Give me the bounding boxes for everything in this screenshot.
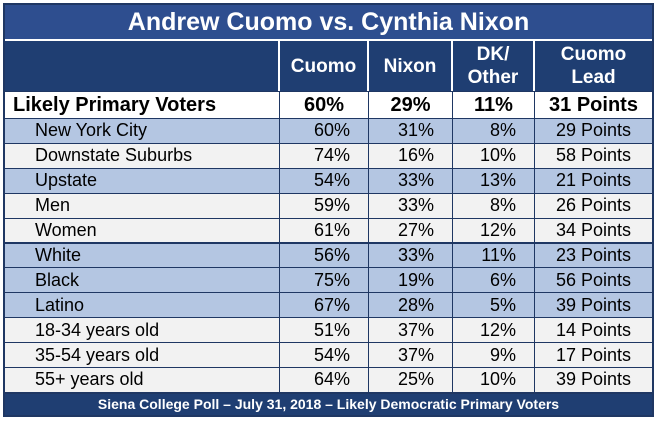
cell-value: 27% — [368, 218, 452, 243]
cell-value: 51% — [279, 318, 368, 343]
cell-value: 19% — [368, 268, 452, 293]
cell-value: 33% — [368, 168, 452, 193]
header-cuomo-lead: Cuomo Lead — [535, 41, 652, 91]
table-row: New York City 60% 31% 8% 29 Points — [5, 118, 652, 143]
cell-value: 31% — [368, 119, 452, 143]
row-label: 18-34 years old — [35, 319, 160, 340]
row-label: Latino — [35, 294, 85, 315]
cell-value: 39 Points — [534, 368, 652, 392]
cell-value: 56 Points — [534, 268, 652, 293]
row-label: Upstate — [35, 170, 98, 191]
table-row: 18-34 years old 51% 37% 12% 14 Points — [5, 317, 652, 343]
header-dk-other: DK/ Other — [453, 41, 533, 91]
header-divider — [278, 41, 280, 91]
cell-value: 59% — [279, 193, 368, 218]
cell-value: 11% — [452, 92, 534, 118]
cell-value: 34 Points — [534, 218, 652, 243]
cell-value: 54% — [279, 343, 368, 367]
cell-value: 16% — [368, 143, 452, 168]
row-label: 35-54 years old — [35, 344, 160, 365]
cell-value: 9% — [452, 343, 534, 367]
cell-value: 74% — [279, 143, 368, 168]
cell-value: 8% — [452, 119, 534, 143]
cell-value: 33% — [368, 243, 452, 268]
table-row: Downstate Suburbs 74% 16% 10% 58 Points — [5, 142, 652, 168]
row-label: Likely Primary Voters — [13, 93, 217, 116]
header-divider — [533, 41, 535, 91]
table-row: 35-54 years old 54% 37% 9% 17 Points — [5, 342, 652, 367]
cell-value: 17 Points — [534, 343, 652, 367]
cell-value: 64% — [279, 368, 368, 392]
cell-value: 58 Points — [534, 143, 652, 168]
header-divider — [367, 41, 369, 91]
cell-value: 67% — [279, 293, 368, 318]
cell-value: 33% — [368, 193, 452, 218]
cell-value: 8% — [452, 193, 534, 218]
cell-value: 21 Points — [534, 168, 652, 193]
cell-value: 23 Points — [534, 243, 652, 268]
cell-value: 29 Points — [534, 119, 652, 143]
total-row: Likely Primary Voters 60% 29% 11% 31 Points — [5, 91, 652, 118]
cell-value: 6% — [452, 268, 534, 293]
table-title: Andrew Cuomo vs. Cynthia Nixon — [5, 5, 652, 41]
table-row: Upstate 54% 33% 13% 21 Points — [5, 167, 652, 193]
cell-value: 54% — [279, 168, 368, 193]
table-row: Men 59% 33% 8% 26 Points — [5, 192, 652, 218]
cell-value: 61% — [279, 218, 368, 243]
cell-value: 12% — [452, 218, 534, 243]
row-label: Downstate Suburbs — [35, 145, 193, 166]
cell-value: 11% — [452, 243, 534, 268]
header-cuomo: Cuomo — [280, 41, 367, 91]
cell-value: 25% — [368, 368, 452, 392]
header-blank — [5, 41, 278, 91]
table-row: Women 61% 27% 12% 34 Points — [5, 217, 652, 243]
table-row: 55+ years old 64% 25% 10% 39 Points — [5, 367, 652, 392]
cell-value: 10% — [452, 143, 534, 168]
cell-value: 5% — [452, 293, 534, 318]
cell-value: 29% — [368, 92, 452, 118]
cell-value: 28% — [368, 293, 452, 318]
row-label: Black — [35, 269, 80, 290]
row-label: New York City — [35, 120, 148, 141]
table-row: Latino 67% 28% 5% 39 Points — [5, 292, 652, 318]
cell-value: 39 Points — [534, 293, 652, 318]
cell-value: 56% — [279, 243, 368, 268]
cell-value: 37% — [368, 343, 452, 367]
cell-value: 75% — [279, 268, 368, 293]
cell-value: 60% — [279, 92, 368, 118]
cell-value: 13% — [452, 168, 534, 193]
cell-value: 31 Points — [534, 92, 652, 118]
cell-value: 37% — [368, 318, 452, 343]
table-row: White 56% 33% 11% 23 Points — [5, 242, 652, 268]
cell-value: 12% — [452, 318, 534, 343]
table-row: Black 75% 19% 6% 56 Points — [5, 267, 652, 293]
row-label: Women — [35, 220, 97, 241]
table-footer: Siena College Poll – July 31, 2018 – Lik… — [5, 394, 652, 415]
header-nixon: Nixon — [369, 41, 451, 91]
cell-value: 14 Points — [534, 318, 652, 343]
row-label: 55+ years old — [35, 369, 144, 390]
header-divider — [451, 41, 453, 91]
cell-value: 10% — [452, 368, 534, 392]
row-label: Men — [35, 195, 71, 216]
cell-value: 60% — [279, 119, 368, 143]
row-label: White — [35, 244, 82, 265]
cell-value: 26 Points — [534, 193, 652, 218]
poll-table: Andrew Cuomo vs. Cynthia Nixon Cuomo Nix… — [3, 3, 654, 417]
